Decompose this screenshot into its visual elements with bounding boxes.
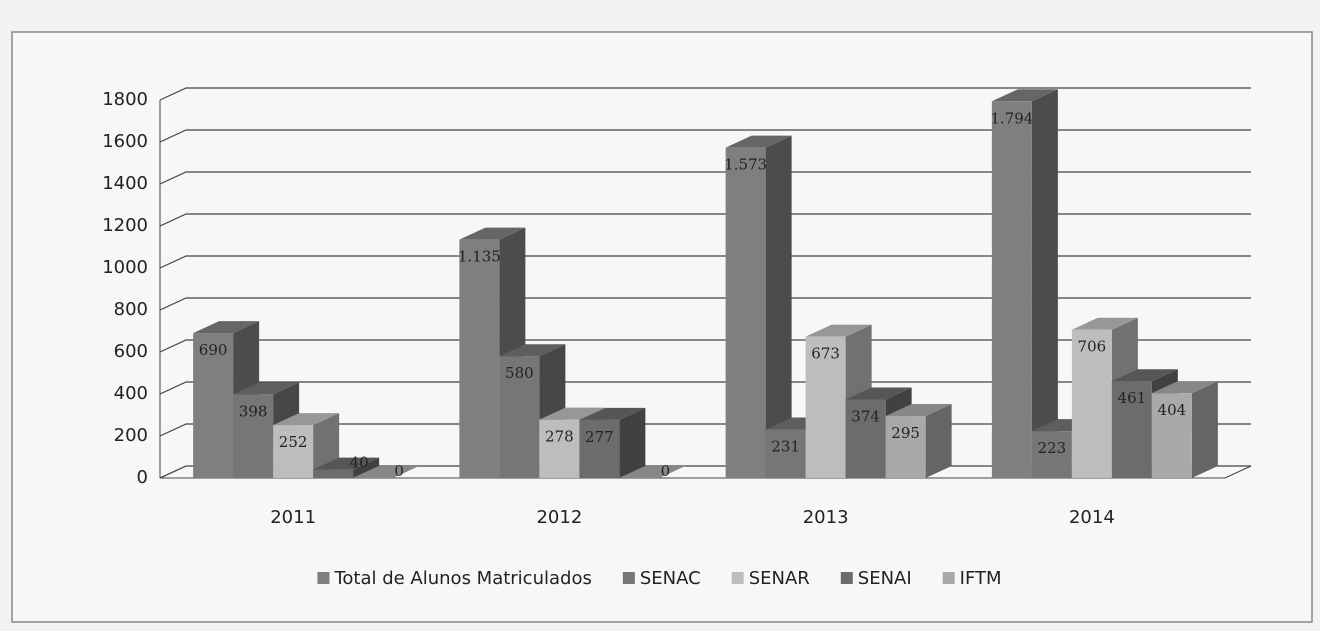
bar-top [459, 227, 526, 240]
bar-top [233, 382, 300, 395]
bar [765, 429, 806, 478]
bar-side [765, 135, 792, 479]
bar [579, 419, 620, 478]
bar [193, 333, 234, 478]
bar-top [1071, 317, 1138, 330]
value-label: 673 [811, 345, 840, 363]
value-label: 231 [771, 437, 800, 455]
x-tick-label: 2014 [1069, 507, 1115, 528]
grid-line [159, 297, 1251, 311]
bar-top [1151, 381, 1218, 394]
bar-side [1191, 381, 1218, 478]
legend-label: SENAI [858, 568, 912, 589]
bar-top [619, 466, 686, 478]
bar-top [845, 387, 912, 400]
value-label: 1.135 [458, 248, 501, 266]
bar-side [1031, 89, 1058, 478]
value-label: 374 [851, 407, 880, 425]
y-tick-label: 1200 [102, 215, 148, 236]
value-label: 278 [545, 428, 574, 446]
value-label: 0 [394, 462, 404, 480]
bar-top [579, 407, 646, 420]
value-label: 40 [350, 454, 369, 472]
bar-top [991, 89, 1058, 102]
bar-side [353, 457, 380, 478]
value-label: 1.794 [990, 109, 1033, 127]
value-label: 580 [505, 364, 534, 382]
x-tick-label: 2011 [270, 507, 316, 528]
bar [991, 101, 1032, 478]
y-tick-label: 1400 [102, 173, 148, 194]
value-label: 295 [891, 424, 920, 442]
value-label: 461 [1118, 389, 1147, 407]
bar [845, 399, 886, 478]
value-label: 398 [239, 402, 268, 420]
legend-swatch [840, 572, 853, 584]
bar [313, 469, 354, 478]
y-tick-label: 600 [114, 341, 148, 362]
y-tick-label: 1800 [102, 89, 148, 110]
bar [805, 336, 846, 478]
bar [1071, 329, 1112, 478]
bar-top [273, 413, 340, 426]
legend-label: SENAC [640, 568, 701, 589]
legend-swatch [942, 572, 955, 584]
bar [499, 356, 540, 478]
y-tick-label: 1000 [102, 257, 148, 278]
bar [233, 394, 274, 478]
bar-top [885, 404, 952, 417]
y-tick-label: 1600 [102, 131, 148, 152]
legend-label: SENAR [749, 568, 810, 589]
grid-line [159, 129, 1251, 143]
x-tick-label: 2012 [536, 507, 582, 528]
bar [1151, 393, 1192, 478]
bar [539, 419, 580, 478]
legend-label: Total de Alunos Matriculados [333, 568, 591, 589]
bar [1111, 381, 1152, 478]
bar [459, 239, 500, 478]
bar-top [353, 466, 420, 478]
bar-side [619, 407, 646, 478]
legend-label: IFTM [960, 568, 1002, 589]
value-label: 0 [661, 462, 671, 480]
grid-line [159, 381, 1251, 395]
bar [725, 147, 766, 479]
bar [1031, 431, 1072, 478]
legend-swatch [731, 572, 744, 584]
value-label: 690 [199, 341, 228, 359]
legend-swatch [622, 572, 635, 584]
value-label: 404 [1158, 401, 1187, 419]
bar-top [313, 457, 380, 470]
legend-swatch [317, 572, 330, 584]
bar-top [805, 324, 872, 337]
grid-line [159, 213, 1251, 227]
x-tick-label: 2013 [803, 507, 849, 528]
grid-line [159, 171, 1251, 185]
y-tick-label: 0 [137, 467, 148, 488]
grid-line [159, 87, 1251, 101]
bar [885, 416, 926, 478]
bar-side [925, 404, 952, 478]
y-tick-label: 800 [114, 299, 148, 320]
bar-top [499, 344, 566, 357]
y-tick-label: 200 [114, 425, 148, 446]
bar [273, 425, 314, 478]
value-label: 223 [1038, 439, 1067, 457]
bar-top [725, 135, 792, 148]
value-label: 277 [585, 428, 614, 446]
y-tick-label: 400 [114, 383, 148, 404]
bar-top [539, 407, 606, 420]
bar-top [1111, 369, 1178, 382]
value-label: 706 [1078, 338, 1107, 356]
grid-line [159, 339, 1251, 353]
grid-line [159, 255, 1251, 269]
bar-top [193, 321, 260, 334]
value-label: 1.573 [724, 156, 767, 174]
value-label: 252 [279, 433, 308, 451]
